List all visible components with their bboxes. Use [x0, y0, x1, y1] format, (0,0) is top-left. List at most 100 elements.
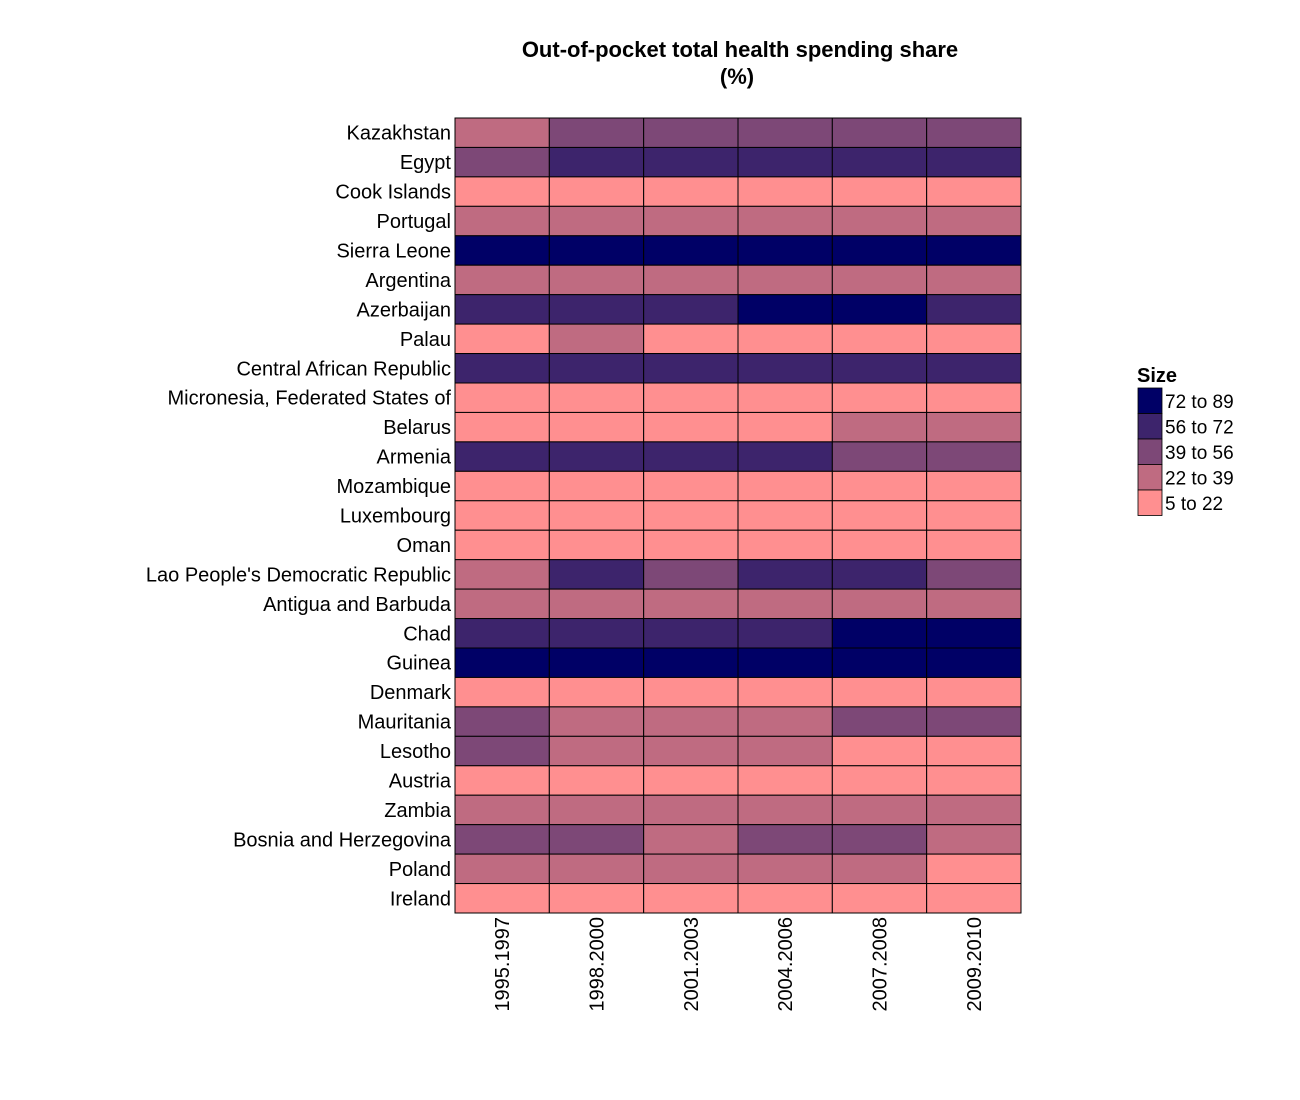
heatmap-cell [454, 824, 550, 855]
legend-swatch [1137, 387, 1163, 414]
y-tick-label: Lao People's Democratic Republic [146, 564, 451, 586]
heatmap-cell [643, 559, 739, 590]
heatmap-cell [737, 470, 833, 502]
legend-swatch [1137, 489, 1163, 516]
heatmap-cell [831, 824, 928, 855]
heatmap-cell [926, 146, 1022, 178]
heatmap-cell [831, 883, 928, 914]
heatmap-cell [831, 470, 928, 502]
y-tick-label: Austria [389, 771, 452, 793]
heatmap-cell [643, 470, 739, 502]
heatmap-cell [737, 794, 833, 826]
heatmap-cell [926, 853, 1022, 885]
heatmap-cell [643, 824, 739, 855]
heatmap-cell [831, 411, 928, 443]
heatmap-cell [454, 411, 550, 443]
heatmap-cell [548, 706, 645, 737]
heatmap-cell [454, 470, 550, 502]
heatmap-cell [737, 647, 833, 678]
heatmap-cell [454, 205, 550, 237]
y-tick-label: Cook Islands [335, 182, 451, 204]
heatmap-cell [737, 117, 833, 148]
heatmap-cell [643, 382, 739, 413]
heatmap-cell [926, 735, 1022, 767]
heatmap-cell [548, 765, 645, 796]
heatmap-cell [831, 294, 928, 325]
x-tick-label: 2004.2006 [775, 917, 797, 1012]
heatmap-cell [548, 323, 645, 355]
heatmap-cell [643, 647, 739, 678]
heatmap-cell [643, 441, 739, 472]
heatmap-cell [548, 205, 645, 237]
heatmap-cell [926, 647, 1022, 678]
heatmap-cell [548, 853, 645, 885]
y-tick-label: Belarus [383, 417, 451, 439]
heatmap-cell [926, 323, 1022, 355]
heatmap-cell [737, 353, 833, 384]
heatmap-cell [737, 618, 833, 649]
legend-label: 72 to 89 [1165, 392, 1234, 413]
chart-title-line-1: Out-of-pocket total health spending shar… [522, 37, 958, 62]
heatmap-cell [454, 146, 550, 178]
y-tick-label: Armenia [377, 447, 452, 469]
heatmap-cell [454, 794, 550, 826]
heatmap-cell [548, 883, 645, 914]
heatmap-cell [643, 618, 739, 649]
heatmap-cell [454, 706, 550, 737]
heatmap-cell [926, 470, 1022, 502]
heatmap-cell [643, 323, 739, 355]
heatmap-cell [737, 382, 833, 413]
legend-swatch [1137, 413, 1163, 440]
heatmap-cell [643, 117, 739, 148]
heatmap-cell [831, 529, 928, 561]
legend-label: 56 to 72 [1165, 417, 1234, 438]
heatmap-cell [831, 441, 928, 472]
y-tick-label: Bosnia and Herzegovina [233, 829, 452, 851]
heatmap-cell [737, 529, 833, 561]
legend-title: Size [1137, 365, 1177, 387]
heatmap-cell [737, 765, 833, 796]
heatmap-cell [831, 618, 928, 649]
x-tick-label: 1995.1997 [492, 917, 514, 1012]
heatmap-cell [926, 500, 1022, 531]
heatmap-cell [454, 883, 550, 914]
heatmap-cells [454, 117, 1022, 914]
heatmap-cell [831, 323, 928, 355]
heatmap-cell [831, 146, 928, 178]
heatmap-cell [926, 382, 1022, 413]
heatmap-cell [831, 205, 928, 237]
heatmap-cell [831, 264, 928, 296]
y-tick-label: Azerbaijan [356, 299, 451, 321]
y-tick-label: Zambia [384, 800, 452, 822]
legend-items: 72 to 89 56 to 72 39 to 56 22 to 39 5 to 22 [1137, 387, 1234, 516]
y-tick-label: Lesotho [380, 741, 451, 763]
heatmap-cell [548, 529, 645, 561]
y-tick-label: Ireland [390, 888, 451, 910]
heatmap-cell [737, 323, 833, 355]
heatmap-cell [831, 647, 928, 678]
heatmap-cell [926, 264, 1022, 296]
legend-label: 22 to 39 [1165, 468, 1234, 489]
heatmap-cell [831, 765, 928, 796]
heatmap-cell [926, 411, 1022, 443]
heatmap-cell [548, 264, 645, 296]
heatmap-cell [454, 441, 550, 472]
x-axis-labels: 1995.1997 1998.2000 2001.2003 2004.2006 2007… [492, 917, 986, 1012]
x-tick-label: 2001.2003 [681, 917, 703, 1012]
heatmap-cell [737, 735, 833, 767]
heatmap-cell [737, 706, 833, 737]
heatmap-cell [737, 441, 833, 472]
y-tick-label: Portugal [377, 211, 452, 233]
heatmap-cell [737, 559, 833, 590]
heatmap-cell [548, 824, 645, 855]
heatmap-cell [643, 676, 739, 708]
heatmap-cell [926, 353, 1022, 384]
heatmap-cell [548, 117, 645, 148]
heatmap-cell [548, 470, 645, 502]
legend-label: 39 to 56 [1165, 443, 1234, 464]
heatmap-cell [737, 500, 833, 531]
heatmap-cell [548, 559, 645, 590]
y-tick-label: Kazakhstan [346, 123, 451, 145]
heatmap-cell [926, 588, 1022, 620]
y-tick-label: Guinea [387, 653, 452, 675]
